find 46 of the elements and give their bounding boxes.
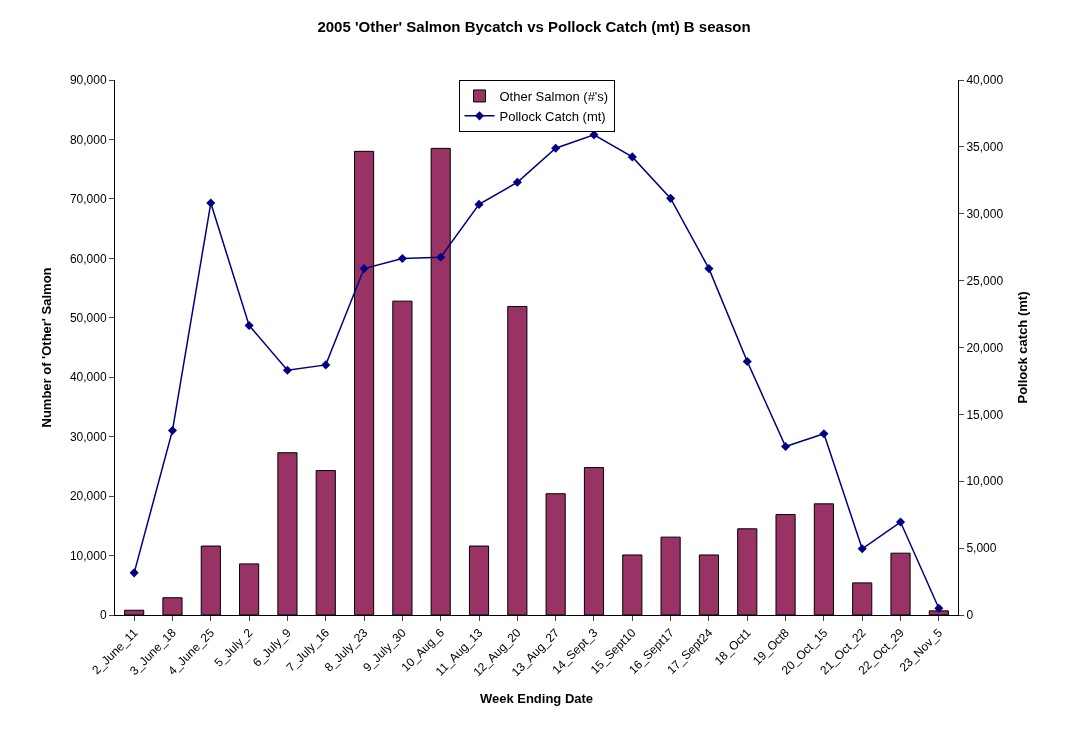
y-tick-label: 40,000 [69,370,107,385]
y2-axis-title: Pollock catch (mt) [1015,291,1031,404]
chart-title: 2005 'Other' Salmon Bycatch vs Pollock Catch (mt) B season [317,18,751,36]
y2-tick-label: 35,000 [966,140,1004,155]
point [512,177,522,187]
point [742,356,752,367]
point [359,264,369,274]
point [857,544,867,554]
point [206,198,216,208]
point [321,360,331,370]
y2-tick-label: 40,000 [966,73,1004,88]
legend-label: Other Salmon (#'s) [499,89,609,105]
y2-tick-label: 5,000 [966,541,997,556]
y-tick-label: 50,000 [69,310,107,325]
point [627,152,637,162]
x-axis-title: Week Ending Date [479,690,594,706]
y2-tick-label: 30,000 [966,206,1004,221]
y-axis-title: Number of 'Other' Salmon [38,267,54,428]
point [666,193,676,203]
point [167,425,178,435]
point [551,143,561,153]
y-tick-label: 30,000 [69,429,107,444]
y2-tick-label: 0 [966,608,974,623]
point [819,429,829,439]
y-tick-label: 60,000 [69,251,107,266]
point [704,264,714,274]
y-tick-label: 0 [99,608,107,623]
y-tick-label: 20,000 [69,489,107,504]
point [397,254,407,264]
point [244,320,254,330]
y2-tick-label: 15,000 [966,407,1004,422]
legend-label: Pollock Catch (mt) [499,108,606,124]
y2-tick-label: 10,000 [966,474,1004,489]
point [934,603,944,613]
point [474,199,484,209]
point [895,517,906,527]
y-tick-label: 10,000 [69,548,107,563]
y-tick-label: 80,000 [69,132,107,147]
point [781,441,791,452]
y-tick-label: 70,000 [69,192,107,207]
point [436,252,446,262]
y-tick-label: 90,000 [69,73,107,88]
y2-tick-label: 20,000 [966,340,1004,355]
y2-tick-label: 25,000 [966,273,1004,288]
point [129,568,139,578]
point [282,365,292,375]
